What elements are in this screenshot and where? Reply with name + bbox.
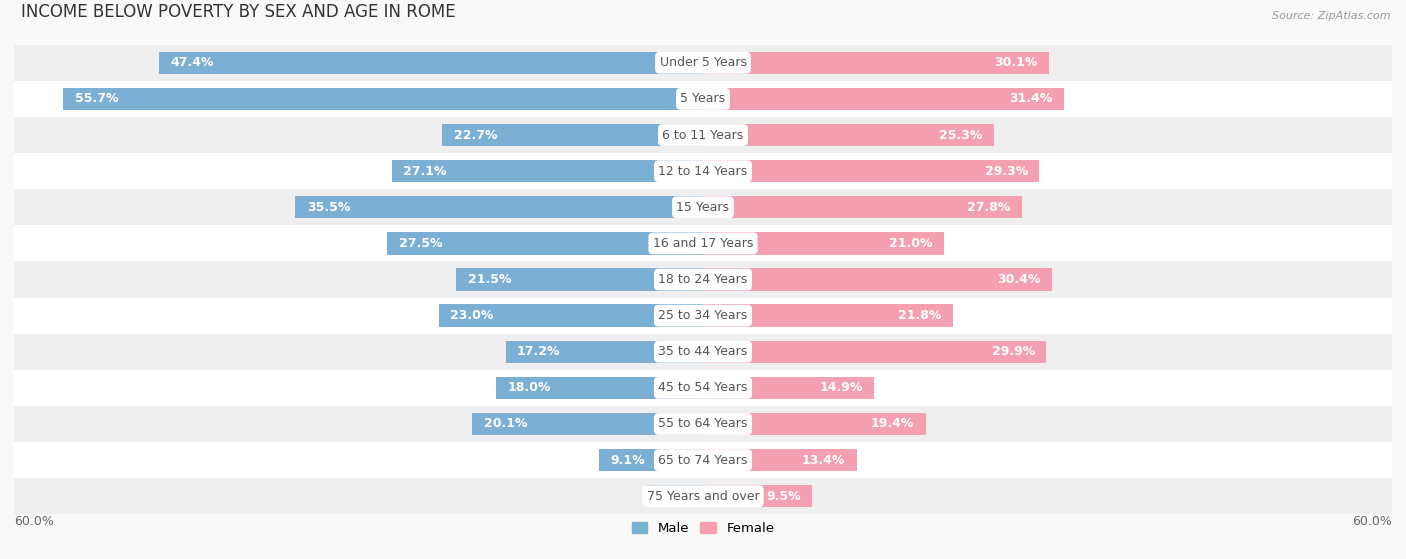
Text: 5.0%: 5.0% — [657, 490, 692, 503]
Bar — [703, 340, 1046, 363]
Text: 65 to 74 Years: 65 to 74 Years — [658, 453, 748, 467]
Bar — [14, 406, 1392, 442]
Bar — [14, 262, 1392, 297]
Text: 22.7%: 22.7% — [454, 129, 498, 141]
Text: INCOME BELOW POVERTY BY SEX AND AGE IN ROME: INCOME BELOW POVERTY BY SEX AND AGE IN R… — [21, 3, 456, 21]
Text: 25.3%: 25.3% — [939, 129, 981, 141]
Bar — [14, 45, 1392, 81]
Text: 13.4%: 13.4% — [801, 453, 845, 467]
Text: 9.5%: 9.5% — [766, 490, 800, 503]
Bar — [14, 370, 1392, 406]
Bar — [703, 485, 813, 508]
Text: 23.0%: 23.0% — [450, 309, 494, 322]
Bar — [506, 340, 703, 363]
Text: 14.9%: 14.9% — [820, 381, 863, 394]
Text: 30.4%: 30.4% — [997, 273, 1040, 286]
Bar — [703, 196, 1022, 219]
Text: 75 Years and over: 75 Years and over — [647, 490, 759, 503]
Text: 27.8%: 27.8% — [967, 201, 1011, 214]
Text: 15 Years: 15 Years — [676, 201, 730, 214]
Text: 18 to 24 Years: 18 to 24 Years — [658, 273, 748, 286]
Bar — [703, 88, 1063, 110]
Text: 47.4%: 47.4% — [170, 56, 214, 69]
Bar — [645, 485, 703, 508]
Text: 35.5%: 35.5% — [307, 201, 350, 214]
Bar — [387, 232, 703, 254]
Bar — [14, 478, 1392, 514]
Text: 55.7%: 55.7% — [75, 92, 118, 106]
Text: 55 to 64 Years: 55 to 64 Years — [658, 418, 748, 430]
Text: 30.1%: 30.1% — [994, 56, 1038, 69]
Text: 60.0%: 60.0% — [1353, 515, 1392, 528]
Bar — [14, 225, 1392, 262]
Text: 6 to 11 Years: 6 to 11 Years — [662, 129, 744, 141]
Bar — [496, 377, 703, 399]
Bar — [14, 334, 1392, 370]
Text: 9.1%: 9.1% — [610, 453, 644, 467]
Bar — [14, 153, 1392, 189]
Text: 45 to 54 Years: 45 to 54 Years — [658, 381, 748, 394]
Text: 21.0%: 21.0% — [889, 237, 932, 250]
Bar — [703, 51, 1049, 74]
Bar — [703, 377, 875, 399]
Bar — [439, 305, 703, 327]
Text: 25 to 34 Years: 25 to 34 Years — [658, 309, 748, 322]
Bar — [456, 268, 703, 291]
Bar — [14, 297, 1392, 334]
Text: 21.5%: 21.5% — [468, 273, 512, 286]
Bar — [295, 196, 703, 219]
Text: 60.0%: 60.0% — [14, 515, 53, 528]
Bar — [159, 51, 703, 74]
Bar — [443, 124, 703, 146]
Bar — [14, 117, 1392, 153]
Bar — [63, 88, 703, 110]
Text: 27.5%: 27.5% — [399, 237, 443, 250]
Bar — [703, 449, 856, 471]
Legend: Male, Female: Male, Female — [626, 517, 780, 541]
Text: 20.1%: 20.1% — [484, 418, 527, 430]
Text: 12 to 14 Years: 12 to 14 Years — [658, 165, 748, 178]
Bar — [472, 413, 703, 435]
Bar — [14, 442, 1392, 478]
Bar — [703, 124, 994, 146]
Text: 21.8%: 21.8% — [898, 309, 942, 322]
Text: 27.1%: 27.1% — [404, 165, 447, 178]
Bar — [392, 160, 703, 182]
Bar — [14, 189, 1392, 225]
Text: 19.4%: 19.4% — [870, 418, 914, 430]
Bar — [14, 81, 1392, 117]
Text: 29.9%: 29.9% — [991, 345, 1035, 358]
Bar — [703, 305, 953, 327]
Bar — [703, 268, 1052, 291]
Text: Source: ZipAtlas.com: Source: ZipAtlas.com — [1272, 11, 1391, 21]
Text: 16 and 17 Years: 16 and 17 Years — [652, 237, 754, 250]
Bar — [703, 160, 1039, 182]
Bar — [599, 449, 703, 471]
Text: Under 5 Years: Under 5 Years — [659, 56, 747, 69]
Text: 5 Years: 5 Years — [681, 92, 725, 106]
Bar — [703, 232, 945, 254]
Text: 35 to 44 Years: 35 to 44 Years — [658, 345, 748, 358]
Text: 17.2%: 17.2% — [517, 345, 561, 358]
Text: 31.4%: 31.4% — [1008, 92, 1052, 106]
Text: 18.0%: 18.0% — [508, 381, 551, 394]
Text: 29.3%: 29.3% — [984, 165, 1028, 178]
Bar — [703, 413, 925, 435]
